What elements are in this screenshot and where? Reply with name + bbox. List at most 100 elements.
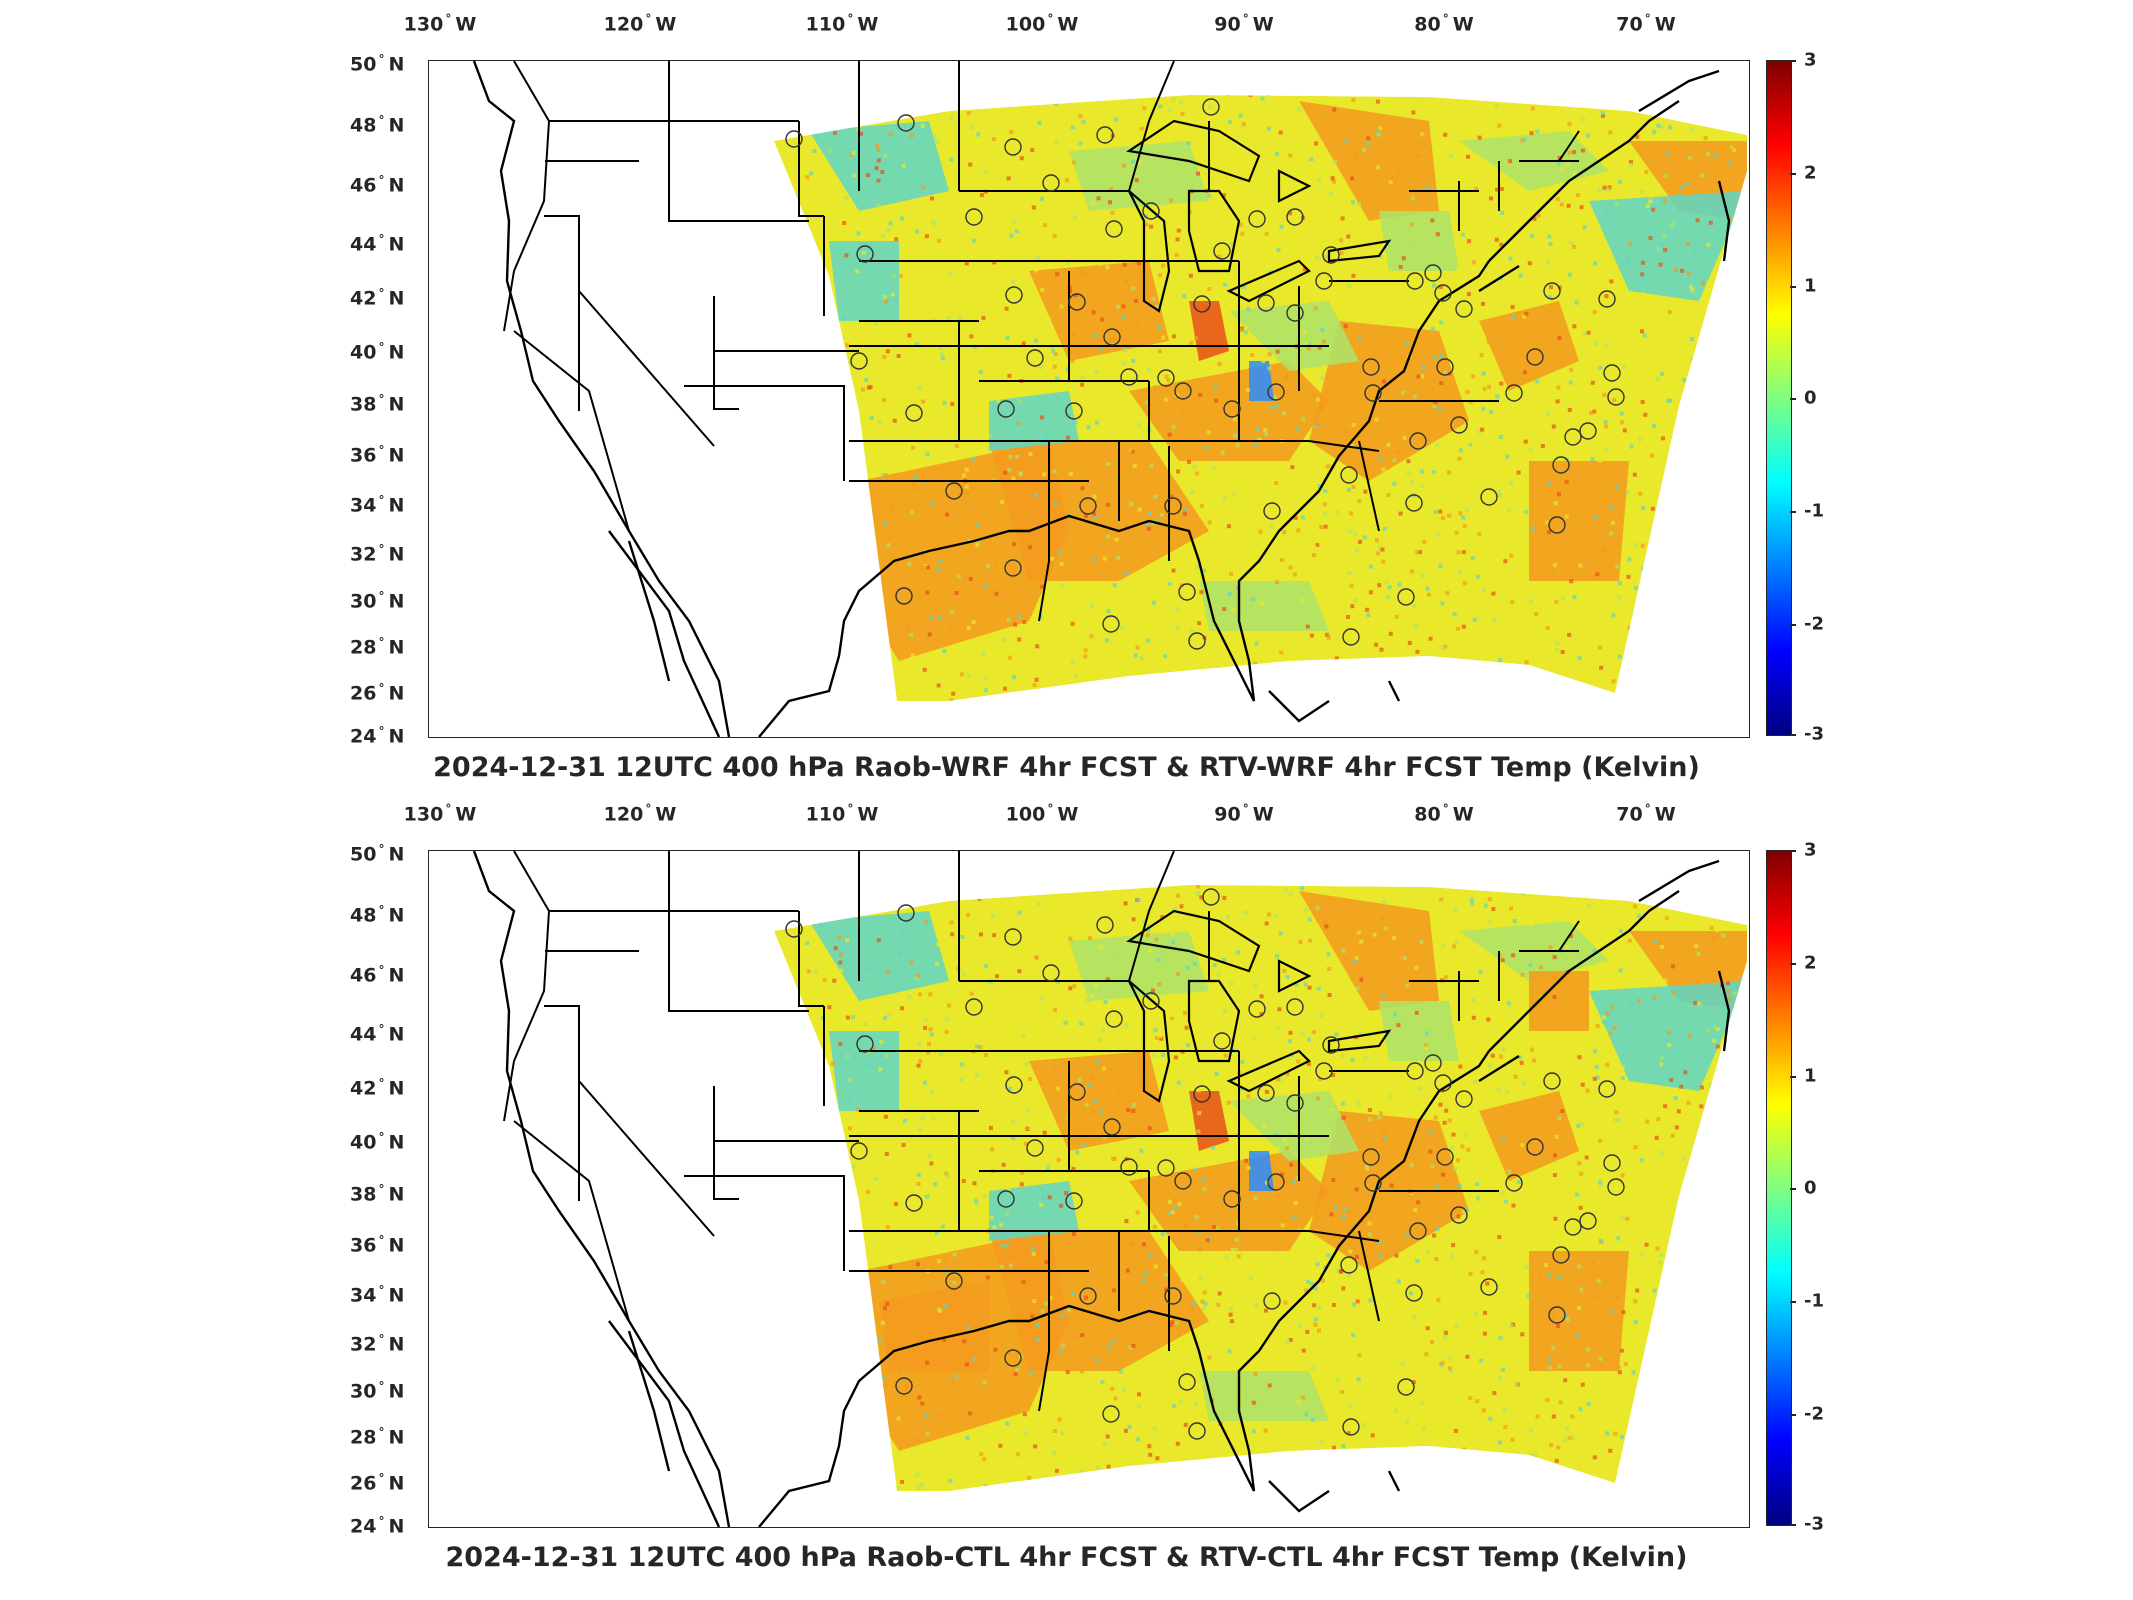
field-speckle (790, 665, 795, 670)
field-speckle (1309, 633, 1314, 638)
field-speckle (1394, 1253, 1399, 1258)
field-speckle (1425, 1488, 1430, 1491)
colorbar-tick-label: -1 (1804, 1290, 1824, 1312)
field-speckle (982, 1457, 987, 1462)
anomaly-patch (1479, 301, 1579, 391)
field-speckle (1667, 544, 1672, 549)
field-speckle (1697, 524, 1702, 529)
field-speckle (1312, 545, 1317, 550)
field-speckle (1146, 927, 1151, 932)
field-speckle (812, 1425, 816, 1430)
field-speckle (1625, 173, 1630, 178)
field-speckle (979, 932, 983, 937)
field-speckle (1419, 1483, 1424, 1488)
field-speckle (1443, 1335, 1448, 1340)
field-speckle (788, 1496, 792, 1500)
field-speckle (982, 1380, 987, 1385)
field-speckle (1520, 890, 1525, 895)
field-speckle (1300, 598, 1304, 603)
field-speckle (1174, 252, 1179, 257)
lon-tick-label: 80 ° W (1414, 12, 1474, 36)
field-speckle (1567, 150, 1572, 155)
field-speckle (1483, 1310, 1487, 1315)
field-speckle (1351, 1333, 1356, 1338)
field-speckle (1659, 1253, 1664, 1258)
field-speckle (1531, 1058, 1536, 1063)
field-speckle (1450, 1254, 1454, 1259)
field-speckle (1007, 373, 1012, 378)
raob-station-marker (1405, 494, 1423, 512)
field-speckle (1127, 1424, 1132, 1429)
field-speckle (1698, 1457, 1703, 1461)
field-speckle (918, 664, 923, 669)
field-speckle (1152, 1426, 1157, 1431)
field-speckle (927, 1154, 932, 1159)
field-speckle (769, 396, 773, 400)
field-speckle (785, 1202, 790, 1207)
colorbar-tick-label: -3 (1804, 1513, 1824, 1535)
lake-outline (1327, 1029, 1392, 1053)
raob-station-marker (1286, 1094, 1304, 1112)
field-speckle (1519, 1060, 1524, 1065)
field-speckle (1582, 225, 1587, 230)
raob-station-marker (1406, 1062, 1424, 1080)
field-speckle (801, 1349, 806, 1354)
field-speckle (1641, 277, 1646, 282)
raob-station-marker (1552, 1246, 1570, 1264)
field-speckle (1620, 1076, 1625, 1081)
field-speckle (1416, 1200, 1421, 1205)
field-speckle (1309, 1368, 1314, 1373)
field-speckle (1223, 282, 1227, 287)
field-speckle (922, 1088, 927, 1092)
field-speckle (1404, 1233, 1409, 1238)
field-speckle (1060, 1343, 1065, 1348)
field-speckle (1164, 397, 1168, 402)
field-speckle (1017, 398, 1022, 403)
field-speckle (1169, 1016, 1174, 1021)
field-speckle (774, 473, 775, 478)
field-speckle (1194, 1215, 1199, 1220)
coastline (472, 61, 731, 737)
field-speckle (1169, 157, 1174, 162)
raob-station-marker (1607, 1178, 1625, 1196)
field-speckle (807, 906, 812, 911)
field-speckle (1323, 512, 1327, 517)
field-speckle (815, 1098, 820, 1103)
field-speckle (832, 978, 837, 983)
field-speckle (1587, 903, 1592, 908)
field-speckle (1223, 1009, 1228, 1013)
field-speckle (794, 1274, 799, 1279)
colorbar-tick-mark (1790, 734, 1796, 736)
field-speckle (1256, 427, 1260, 432)
field-speckle (1382, 526, 1387, 531)
field-speckle (1361, 677, 1366, 682)
field-speckle (1555, 1500, 1559, 1504)
field-speckle (1269, 369, 1274, 374)
field-speckle (1368, 539, 1373, 544)
field-speckle (1198, 1368, 1203, 1372)
field-speckle (962, 1339, 967, 1344)
field-speckle (842, 667, 846, 672)
field-speckle (1175, 237, 1180, 242)
field-speckle (892, 418, 897, 423)
field-speckle (1614, 484, 1619, 489)
field-speckle (1396, 1307, 1401, 1312)
field-speckle (1640, 260, 1645, 265)
field-speckle (1023, 1141, 1028, 1146)
raob-station-marker (1079, 497, 1097, 515)
field-speckle (1386, 493, 1391, 498)
field-speckle (1632, 472, 1637, 477)
field-speckle (794, 469, 799, 474)
lat-tick-label: 42 ° N (350, 1076, 405, 1100)
field-speckle (1003, 686, 1007, 691)
field-speckle (1312, 1303, 1317, 1308)
field-speckle (1739, 976, 1744, 981)
field-speckle (1448, 681, 1453, 686)
field-speckle (1182, 294, 1187, 298)
raob-station-marker (1248, 210, 1266, 228)
field-speckle (1706, 152, 1711, 156)
field-speckle (1677, 1380, 1682, 1385)
field-speckle (1313, 994, 1318, 999)
raob-station-marker (1267, 383, 1285, 401)
field-speckle (1170, 138, 1175, 143)
